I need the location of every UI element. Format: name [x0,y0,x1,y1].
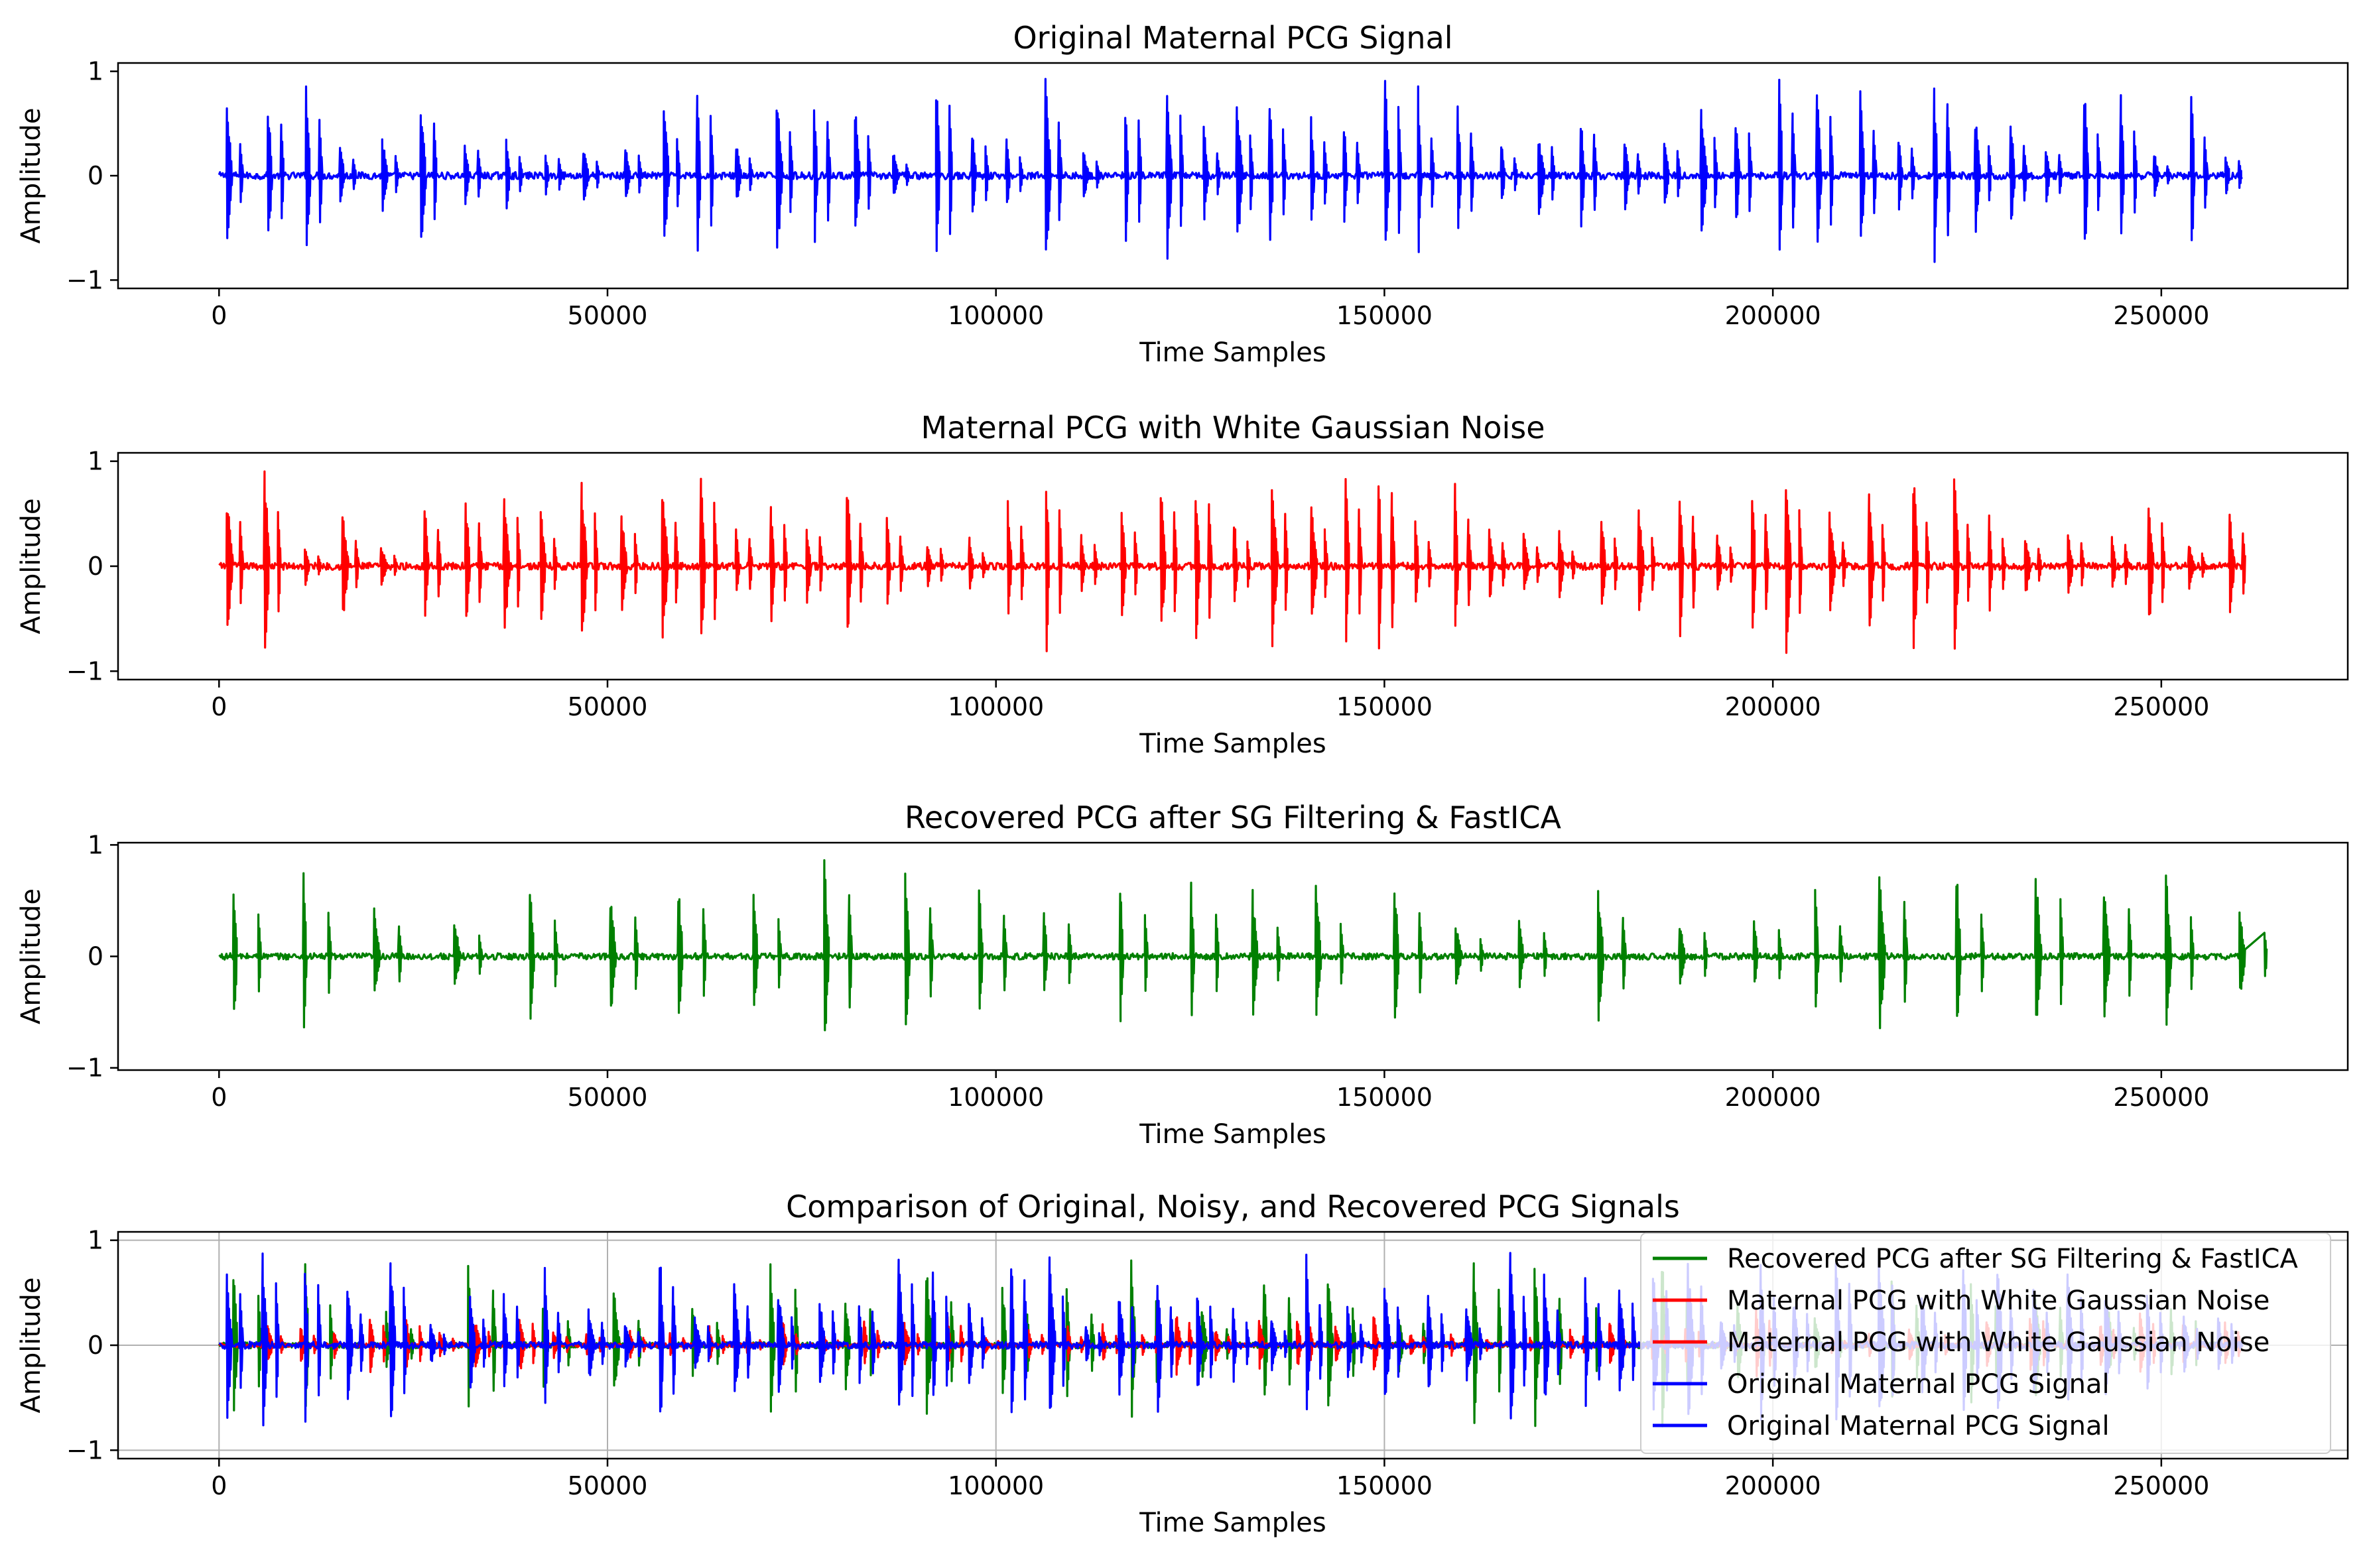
y-axis-label: Amplitude [16,499,46,634]
x-tick-label: 100000 [948,692,1044,721]
x-tick-label: 0 [211,692,227,721]
y-tick-label: 0 [88,161,103,190]
x-axis-label: Time Samples [1139,1508,1326,1538]
y-tick-label: 1 [88,57,103,86]
x-tick-label: 150000 [1336,692,1433,721]
x-tick-label: 250000 [2113,1083,2209,1112]
x-tick-label: 50000 [568,1083,648,1112]
series-line-1 [218,859,2268,1032]
x-tick-label: 150000 [1336,1083,1433,1112]
chart-panel-4: Comparison of Original, Noisy, and Recov… [16,1189,2349,1538]
y-tick-label: −1 [66,1435,103,1465]
chart-title: Maternal PCG with White Gaussian Noise [921,410,1545,446]
y-tick-label: 0 [88,942,103,971]
x-tick-label: 200000 [1725,1083,1821,1112]
legend-box [1640,1233,2331,1454]
y-tick-label: −1 [66,265,103,294]
x-tick-label: 0 [211,301,227,330]
series-line-1 [218,470,2246,654]
x-tick-label: 100000 [948,1471,1044,1500]
x-axis-label: Time Samples [1139,1119,1326,1150]
legend-label: Original Maternal PCG Signal [1727,1369,2110,1400]
plot-area [218,78,2244,263]
x-tick-label: 200000 [1725,1471,1821,1500]
y-axis-label: Amplitude [16,108,46,244]
x-tick-label: 150000 [1336,1471,1433,1500]
series-line-1 [218,78,2244,263]
chart-panel-1: Original Maternal PCG Signal 0 50000 100000… [16,20,2349,368]
legend: Recovered PCG after SG Filtering & FastI… [1640,1233,2331,1454]
chart-title: Comparison of Original, Noisy, and Recov… [786,1189,1680,1225]
legend-label: Recovered PCG after SG Filtering & FastI… [1727,1244,2298,1274]
x-tick-label: 50000 [568,1471,648,1500]
x-tick-label: 0 [211,1471,227,1500]
x-tick-label: 100000 [948,301,1044,330]
y-tick-label: −1 [66,656,103,686]
x-axis-label: Time Samples [1139,729,1326,759]
legend-label: Maternal PCG with White Gaussian Noise [1727,1327,2270,1358]
x-tick-label: 200000 [1725,692,1821,721]
y-tick-label: 0 [88,552,103,581]
y-tick-label: 1 [88,447,103,476]
x-axis-label: Time Samples [1139,337,1326,368]
x-tick-label: 50000 [568,301,648,330]
plot-area [218,859,2268,1032]
y-axis-label: Amplitude [16,1278,46,1414]
plot-area [218,470,2246,654]
chart-title: Original Maternal PCG Signal [1013,20,1452,56]
x-tick-label: 50000 [568,692,648,721]
chart-title: Recovered PCG after SG Filtering & FastI… [905,800,1561,835]
y-tick-label: 1 [88,830,103,859]
legend-label: Original Maternal PCG Signal [1727,1411,2110,1441]
x-tick-label: 250000 [2113,1471,2209,1500]
x-tick-label: 0 [211,1083,227,1112]
y-tick-label: 0 [88,1331,103,1360]
y-tick-label: −1 [66,1054,103,1083]
x-tick-label: 250000 [2113,692,2209,721]
x-tick-label: 150000 [1336,301,1433,330]
x-tick-label: 100000 [948,1083,1044,1112]
y-tick-label: 1 [88,1226,103,1255]
chart-panel-3: Recovered PCG after SG Filtering & FastI… [16,800,2349,1150]
chart-panel-2: Maternal PCG with White Gaussian Noise 0 5… [16,410,2349,759]
x-tick-label: 200000 [1725,301,1821,330]
y-axis-label: Amplitude [16,888,46,1024]
x-tick-label: 250000 [2113,301,2209,330]
legend-label: Maternal PCG with White Gaussian Noise [1727,1286,2270,1316]
